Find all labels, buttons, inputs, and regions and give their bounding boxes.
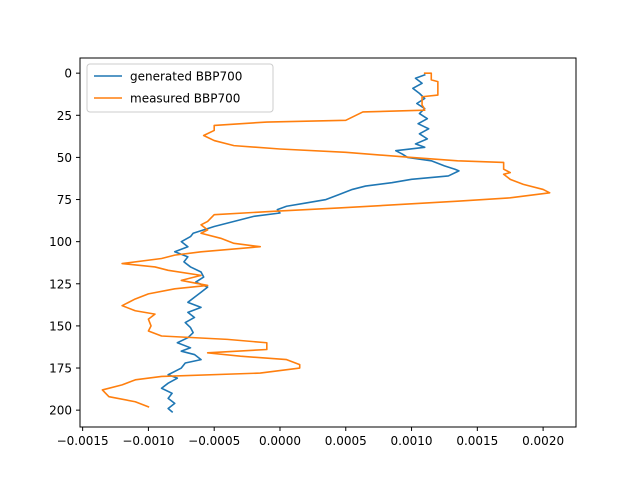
series-layer <box>101 72 551 413</box>
x-axis: −0.0015 −0.0010 −0.0005 0.0000 0.0005 0.0010 0… <box>57 427 564 448</box>
legend-label-0: generated BBP700 <box>130 70 242 84</box>
legend: generated BBP700 measured BBP700 <box>86 63 274 113</box>
x-tick-label: 0.0005 <box>325 434 367 448</box>
x-tick-label: 0.0010 <box>391 434 433 448</box>
y-tick-label: 150 <box>49 319 72 333</box>
x-tick-label: 0.0000 <box>259 434 301 448</box>
legend-label-1: measured BBP700 <box>130 92 240 106</box>
plot-frame <box>79 57 577 428</box>
y-tick-label: 175 <box>49 362 72 376</box>
y-tick-label: 25 <box>57 109 72 123</box>
x-tick-label: −0.0005 <box>188 434 240 448</box>
y-tick-label: 75 <box>57 193 72 207</box>
y-axis: 0 25 50 75 100 125 150 175 200 <box>49 67 80 418</box>
series-line-1 <box>101 72 551 408</box>
y-tick-label: 200 <box>49 404 72 418</box>
x-tick-label: 0.0020 <box>522 434 564 448</box>
series-line-0 <box>160 73 460 413</box>
legend-box <box>86 63 274 113</box>
x-tick-label: −0.0015 <box>57 434 109 448</box>
y-tick-label: 0 <box>64 67 72 81</box>
x-tick-label: 0.0015 <box>456 434 498 448</box>
y-tick-label: 100 <box>49 235 72 249</box>
y-tick-label: 125 <box>49 277 72 291</box>
x-tick-label: −0.0010 <box>122 434 174 448</box>
y-tick-label: 50 <box>57 151 72 165</box>
